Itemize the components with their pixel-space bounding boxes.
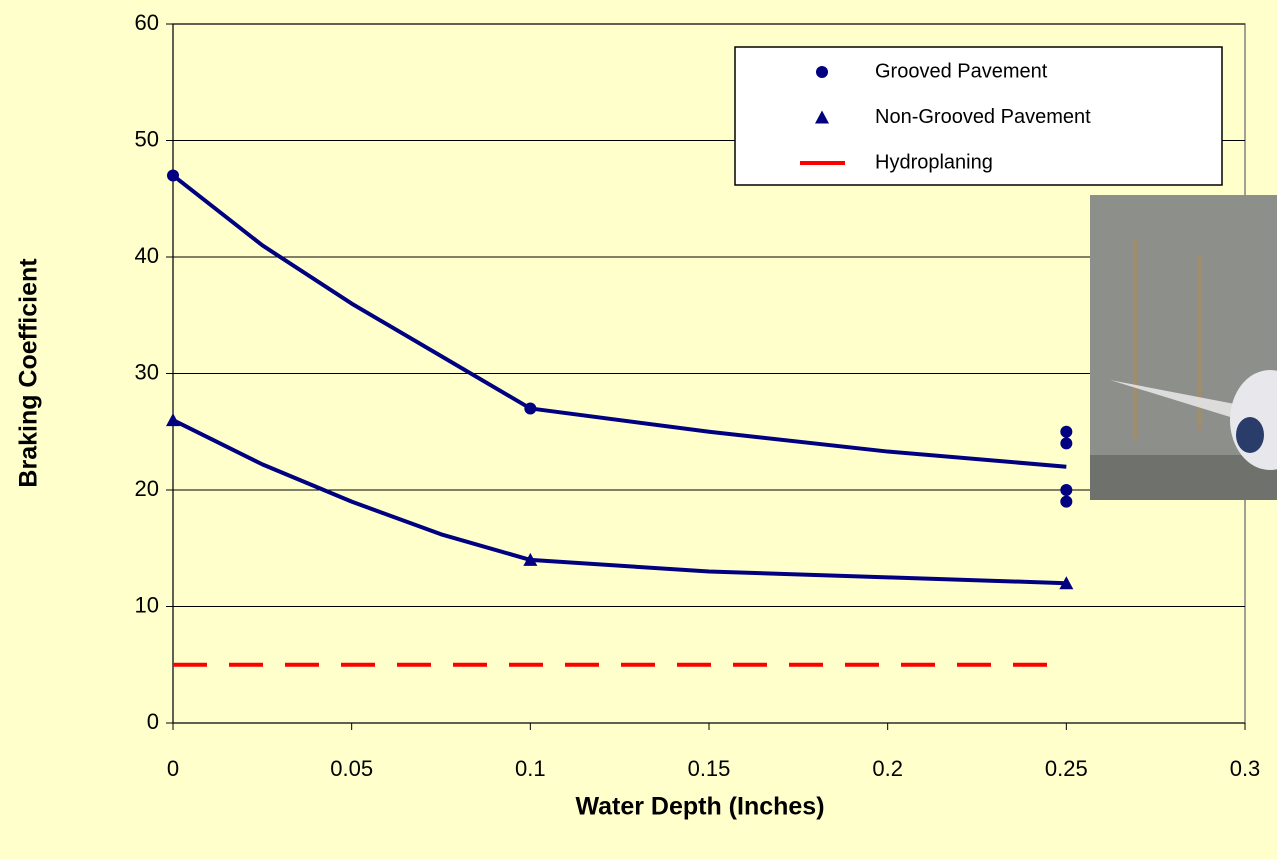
trend-line	[172, 418, 1067, 586]
y-tick-label: 50	[135, 126, 159, 151]
x-tick-label: 0.25	[1045, 756, 1088, 781]
photo-engine	[1236, 417, 1264, 453]
x-tick-label: 0.05	[330, 756, 373, 781]
y-tick-label: 30	[135, 359, 159, 384]
legend-swatch	[816, 66, 828, 78]
point	[524, 402, 537, 415]
photo	[1090, 195, 1277, 500]
x-tick-label: 0.2	[872, 756, 903, 781]
y-tick-label: 0	[147, 709, 159, 734]
x-tick-label: 0.15	[688, 756, 731, 781]
x-tick-label: 0	[167, 756, 179, 781]
legend-label: Hydroplaning	[875, 151, 993, 173]
x-tick-label: 0.1	[515, 756, 546, 781]
x-axis-label: Water Depth (Inches)	[575, 793, 824, 821]
x-tick-label: 0.3	[1230, 756, 1261, 781]
point	[523, 552, 538, 566]
y-tick-label: 40	[135, 243, 159, 268]
legend-label: Grooved Pavement	[875, 60, 1048, 82]
y-tick-label: 60	[135, 10, 159, 35]
trend-line	[171, 173, 1067, 469]
point	[167, 169, 179, 182]
point	[1060, 425, 1073, 438]
point	[1060, 484, 1073, 496]
y-tick-label: 20	[135, 476, 159, 501]
photo-ground	[1090, 455, 1277, 500]
y-axis-label: Braking Coefficient	[15, 258, 43, 488]
y-tick-label: 10	[135, 592, 159, 617]
legend-label: Non-Grooved Pavement	[875, 106, 1091, 128]
legend-box	[734, 46, 1223, 186]
photo-wing	[1110, 380, 1240, 420]
legend-swatch	[815, 110, 829, 124]
point	[1060, 495, 1073, 508]
point	[166, 413, 180, 427]
point	[1059, 576, 1074, 590]
point	[1060, 437, 1073, 450]
